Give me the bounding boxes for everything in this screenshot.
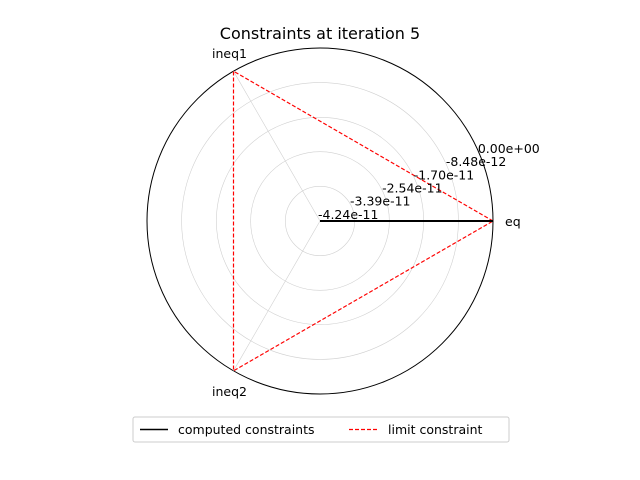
legend-frame bbox=[132, 416, 510, 443]
category-label-eq: eq bbox=[505, 214, 521, 229]
grid-spoke bbox=[233, 220, 321, 371]
radial-tick-label: -1.70e-11 bbox=[414, 167, 474, 182]
category-labels: eq ineq1 ineq2 bbox=[212, 46, 521, 399]
legend-label-limit: limit constraint bbox=[388, 422, 483, 437]
category-label-ineq1: ineq1 bbox=[212, 46, 247, 61]
radial-tick-labels: -4.24e-11-3.39e-11-2.54e-11-1.70e-11-8.4… bbox=[318, 141, 540, 222]
chart-title: Constraints at iteration 5 bbox=[220, 24, 420, 43]
radial-tick-label: -2.54e-11 bbox=[382, 180, 442, 195]
radial-tick-label: -8.48e-12 bbox=[446, 154, 506, 169]
category-label-ineq2: ineq2 bbox=[212, 384, 247, 399]
grid-spoke bbox=[233, 71, 321, 222]
radial-tick-label: -4.24e-11 bbox=[318, 207, 378, 222]
legend-label-computed: computed constraints bbox=[178, 422, 315, 437]
series-layer bbox=[232, 70, 494, 372]
radial-tick-label: 0.00e+00 bbox=[478, 141, 540, 156]
radial-tick-label: -3.39e-11 bbox=[350, 194, 410, 209]
legend: computed constraints limit constraint bbox=[132, 416, 510, 443]
